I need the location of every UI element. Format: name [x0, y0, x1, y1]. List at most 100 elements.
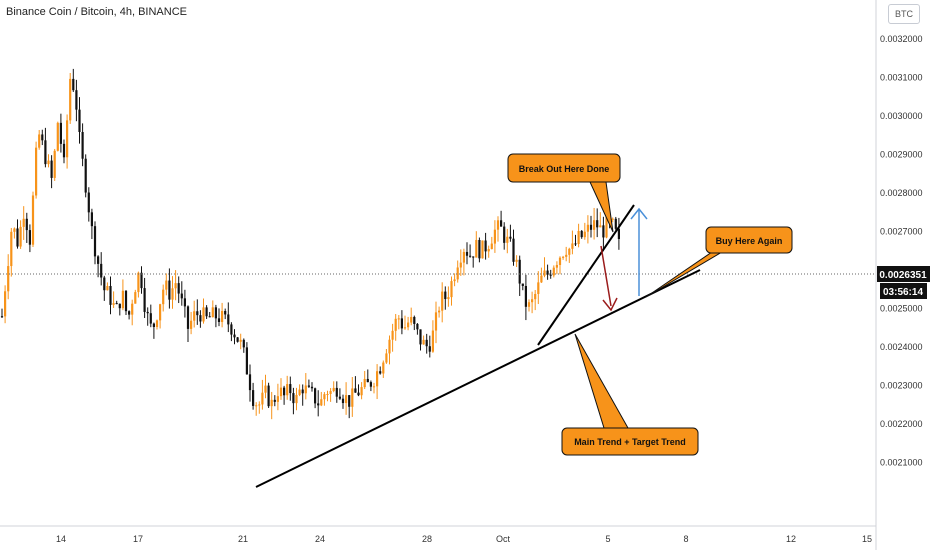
candle-body [524, 285, 527, 307]
candle-body [413, 316, 416, 324]
candle-body [109, 285, 112, 305]
candle-body [286, 384, 289, 396]
candle-body [304, 385, 307, 394]
x-tick-label: 21 [238, 534, 248, 544]
candle-body [183, 298, 186, 307]
candle-body [503, 226, 506, 243]
candle-body [558, 257, 562, 265]
candle-body [124, 290, 128, 312]
y-tick-label: 0.0023000 [880, 381, 923, 391]
candle-body [354, 388, 357, 393]
candle-body [264, 385, 267, 393]
candle-body [159, 304, 162, 321]
candle-body [81, 132, 84, 159]
candles-group [0, 68, 620, 420]
candle-body [224, 310, 227, 315]
candle-body [75, 90, 78, 110]
callout-main-trend[interactable]: Main Trend + Target Trend [561, 333, 699, 456]
candle-body [593, 220, 596, 230]
candle-body [500, 220, 503, 227]
candle-body [69, 78, 72, 121]
currency-button[interactable]: BTC [888, 4, 920, 24]
candle-body [115, 303, 118, 305]
candle-body [131, 303, 134, 315]
candle-body [78, 109, 81, 133]
candle-body [112, 303, 115, 305]
candle-body [236, 337, 239, 342]
candle-body [168, 280, 171, 300]
candle-body [273, 399, 276, 402]
candle-body [252, 390, 255, 406]
candle-body [599, 225, 602, 228]
up-arrow [630, 207, 648, 296]
candle-body [388, 339, 391, 354]
candle-body [385, 353, 388, 363]
candle-body [617, 228, 620, 240]
candle-body [518, 259, 521, 284]
candle-body [199, 315, 202, 322]
candle-body [521, 283, 524, 286]
candle-body [459, 262, 462, 268]
candle-body [106, 285, 109, 291]
x-tick-label: 24 [315, 534, 325, 544]
candle-body [462, 251, 465, 263]
candle-body [540, 275, 543, 283]
candle-body [97, 256, 100, 264]
candle-body [583, 231, 586, 238]
candle-body [506, 236, 509, 243]
candle-body [400, 318, 403, 329]
candle-body [100, 263, 103, 278]
candle-body [50, 160, 53, 178]
candle-body [25, 218, 28, 231]
candle-body [298, 389, 301, 395]
y-tick-label: 0.0031000 [880, 73, 923, 83]
candle-body [341, 398, 345, 404]
candle-body [527, 302, 531, 307]
candle-body [202, 307, 205, 322]
candle-body [338, 396, 341, 399]
candle-body [140, 272, 143, 289]
countdown-tag: 03:56:14 [880, 283, 927, 299]
x-tick-label: 5 [605, 534, 610, 544]
candle-body [10, 231, 13, 267]
candle-body [372, 386, 376, 388]
candle-body [208, 316, 211, 318]
time-axis[interactable]: 14 17 21 24 28 Oct 5 8 12 15 [56, 534, 872, 544]
candle-body [143, 288, 146, 312]
candle-body [577, 230, 580, 244]
candle-body [35, 147, 38, 196]
candle-body [465, 251, 469, 256]
candle-body [434, 312, 438, 331]
candle-body [93, 226, 97, 257]
candle-body [317, 403, 320, 406]
candle-body [407, 322, 410, 328]
candle-body [186, 306, 190, 329]
candle-body [596, 220, 599, 228]
candle-body [428, 346, 431, 352]
main-trendline[interactable] [255, 269, 701, 488]
callout-buy[interactable]: Buy Here Again [645, 226, 793, 298]
x-tick-label: 8 [683, 534, 688, 544]
candle-body [190, 320, 193, 329]
candle-body [134, 292, 137, 304]
candle-body [214, 307, 217, 319]
y-tick-label: 0.0024000 [880, 342, 923, 352]
candle-body [227, 314, 230, 325]
candle-body [171, 288, 174, 300]
candle-body [103, 277, 106, 291]
last-price-label: 0.0026351 [879, 270, 927, 281]
price-axis[interactable]: 0.0032000 0.0031000 0.0030000 0.0029000 0.00… [880, 34, 923, 468]
candle-body [438, 310, 441, 313]
callout-buy-text: Buy Here Again [716, 236, 783, 246]
y-tick-label: 0.0022000 [880, 419, 923, 429]
candle-body [276, 396, 279, 402]
callout-breakout[interactable]: Break Out Here Done [507, 153, 621, 233]
candle-body [450, 281, 453, 298]
candle-body [332, 387, 335, 391]
candle-body [261, 392, 264, 405]
candle-body [289, 384, 292, 394]
candle-body [255, 405, 258, 407]
breakout-trendline[interactable] [537, 204, 635, 346]
